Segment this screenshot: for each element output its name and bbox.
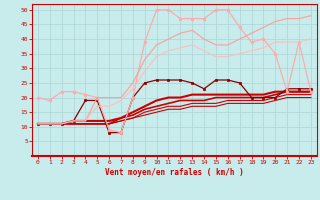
X-axis label: Vent moyen/en rafales ( km/h ): Vent moyen/en rafales ( km/h ) <box>105 168 244 177</box>
